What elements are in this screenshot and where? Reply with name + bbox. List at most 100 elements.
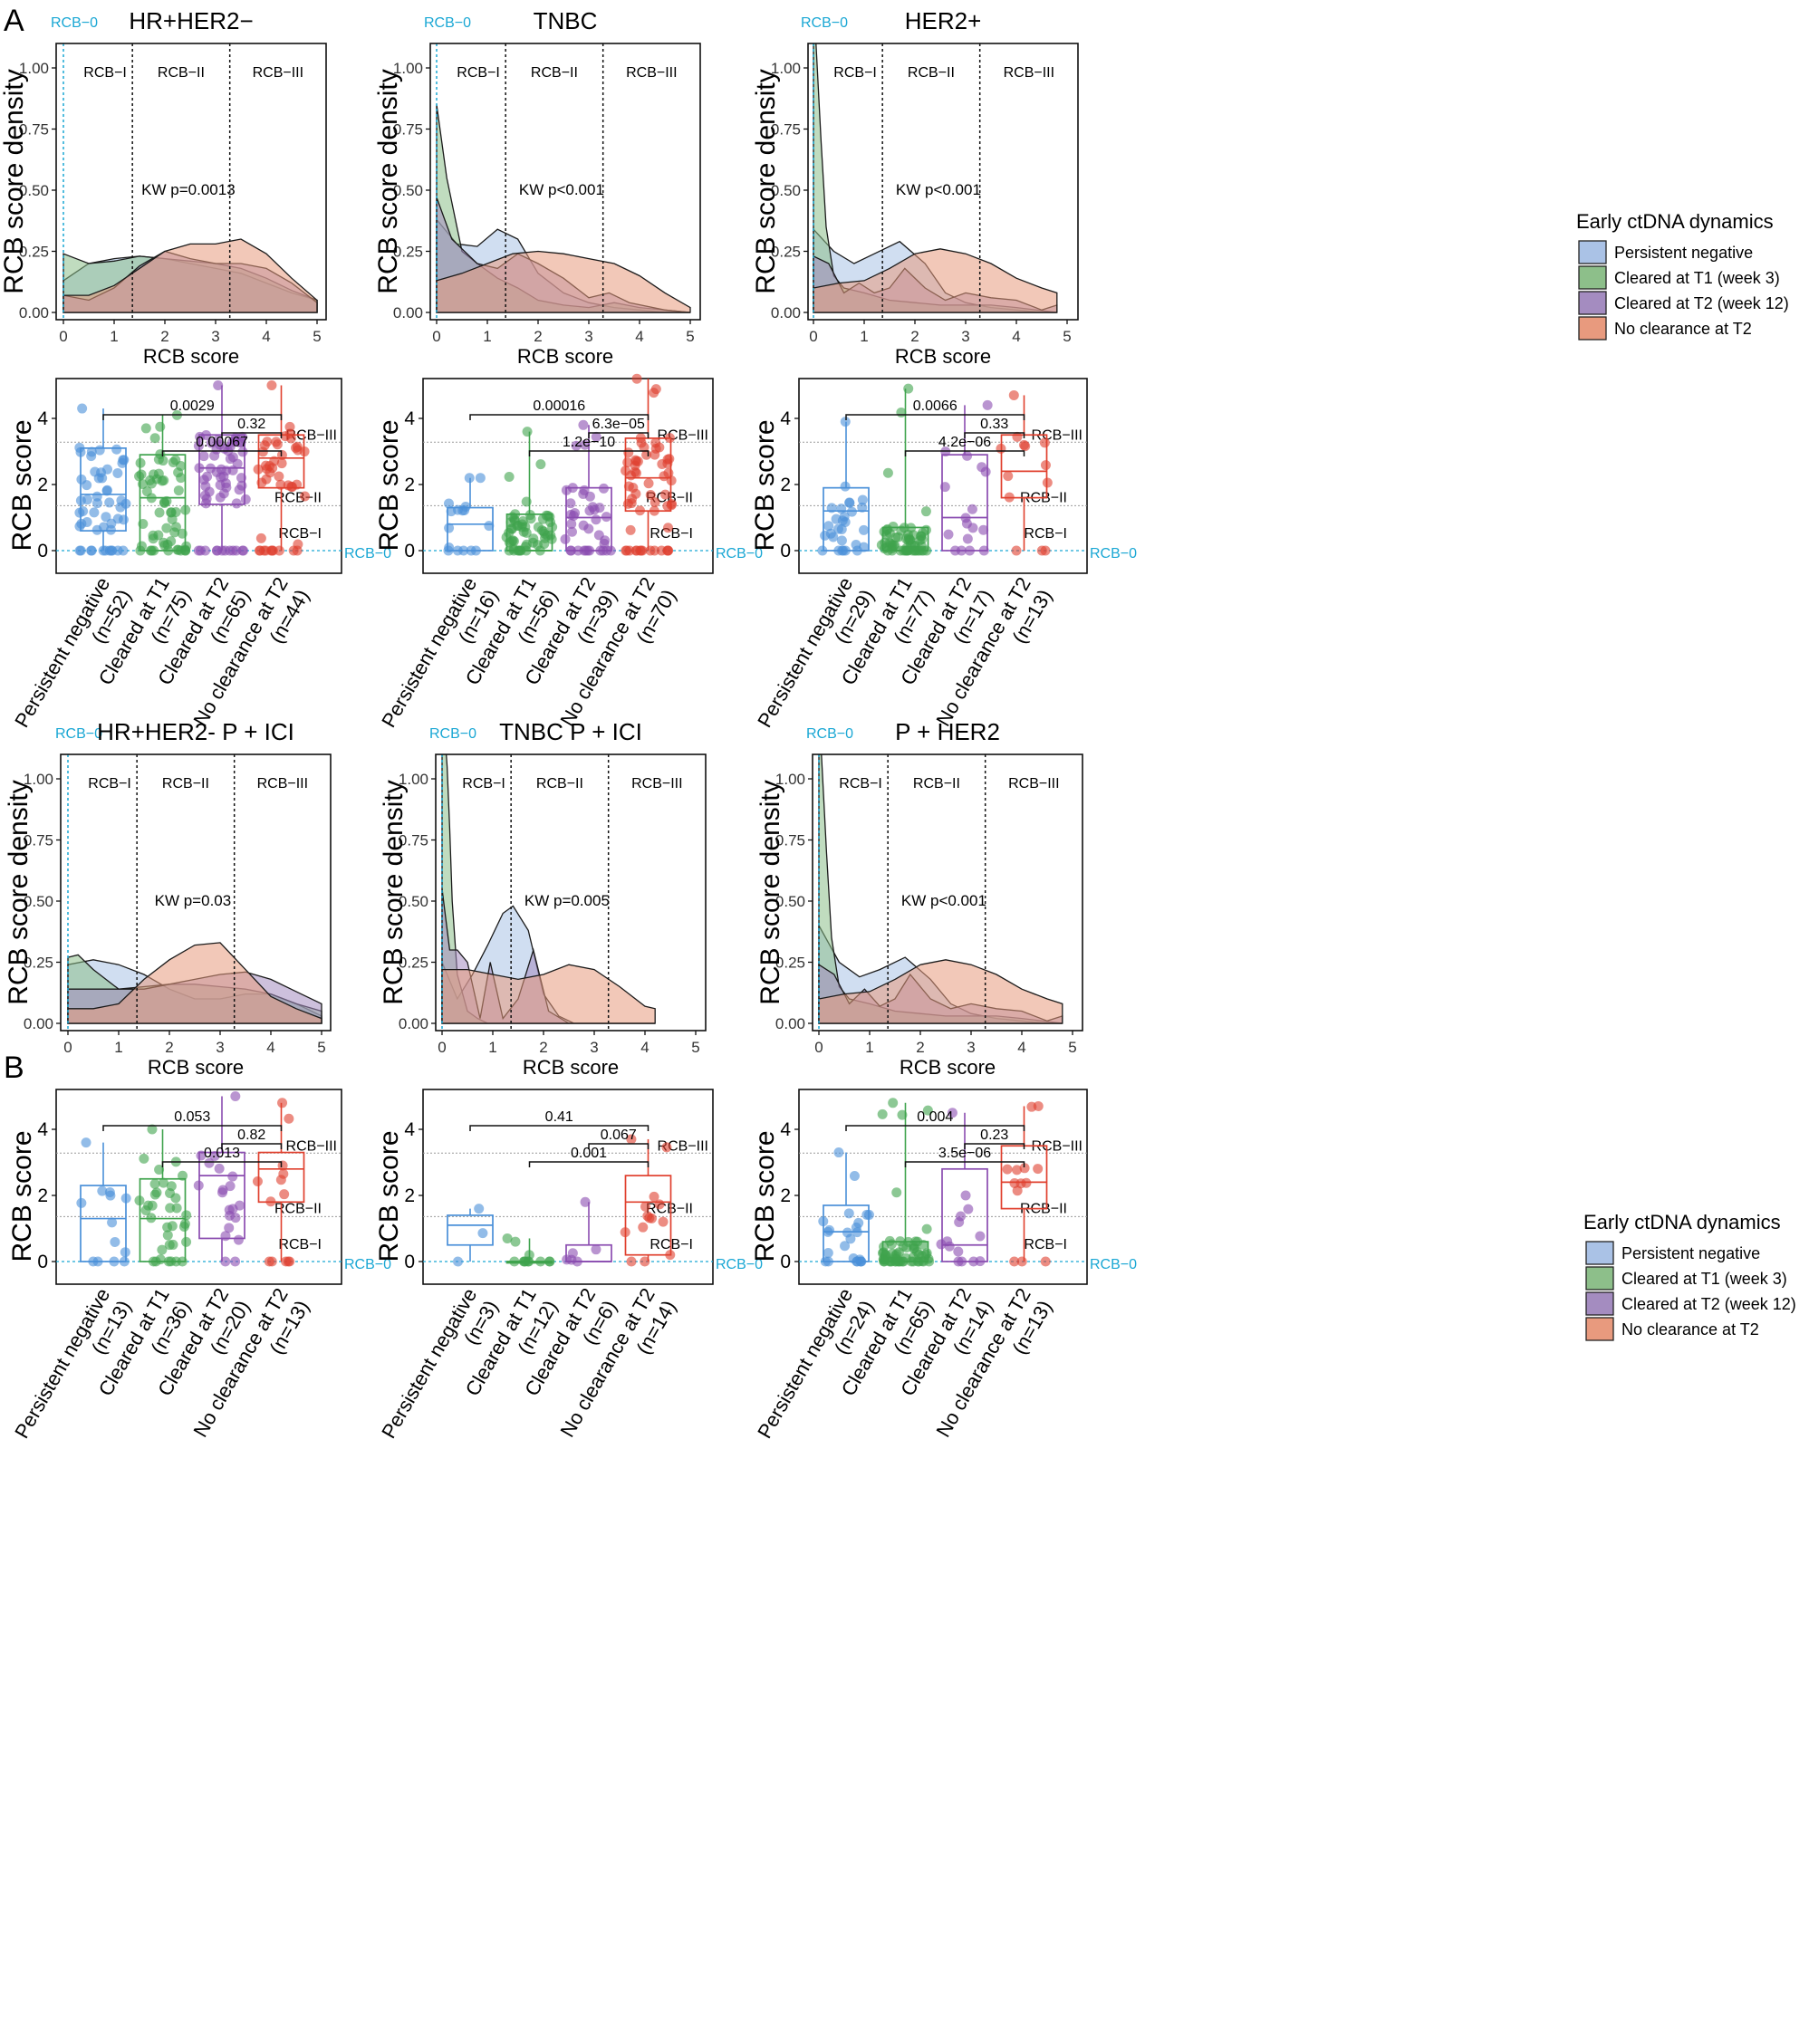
data-point-noclear xyxy=(1009,1177,1020,1188)
y-tick-label: 0.00 xyxy=(399,1015,428,1032)
legend-b-item-noclear: No clearance at T2 xyxy=(1621,1320,1759,1339)
chart-title: HR+HER2− xyxy=(129,7,253,34)
data-point-t2 xyxy=(214,1163,225,1174)
data-point-t2 xyxy=(936,1239,947,1250)
threshold-label-rcb0: RCB−0 xyxy=(344,546,391,561)
box-persistent xyxy=(823,1204,870,1262)
box-t2 xyxy=(941,1167,988,1262)
legend-b-item-t1: Cleared at T1 (week 3) xyxy=(1621,1270,1787,1288)
box-chart-A-HER2-box: RCB−IIIRCB−IIRCB−IRCB−00.00660.334.2e−06… xyxy=(750,378,1137,732)
data-point-noclear xyxy=(1002,1164,1013,1175)
data-point-t1 xyxy=(506,523,517,534)
data-point-t1 xyxy=(146,478,157,489)
data-point-persistent xyxy=(484,521,495,532)
legend-a-item-t1: Cleared at T1 (week 3) xyxy=(1614,269,1780,287)
data-point-persistent xyxy=(117,457,128,468)
data-point-persistent xyxy=(453,1256,464,1267)
comparison-p-value: 4.2e−06 xyxy=(938,435,991,450)
data-point-t1 xyxy=(502,1233,513,1243)
threshold-label-rcb1: RCB−I xyxy=(278,1237,322,1252)
comparison-bracket xyxy=(528,1161,650,1167)
data-point-t2 xyxy=(583,523,594,534)
data-point-t2 xyxy=(217,1187,227,1198)
panel-label-b: B xyxy=(4,1051,24,1085)
x-tick-label: 3 xyxy=(590,1039,598,1056)
comparison-bracket xyxy=(845,414,1025,420)
data-point-t1 xyxy=(181,1210,192,1221)
data-point-persistent xyxy=(817,545,828,556)
region-label-rcb1: RCB−I xyxy=(839,776,882,792)
y-tick-label: 0.25 xyxy=(399,955,428,972)
region-label-rcb1: RCB−I xyxy=(88,776,131,792)
data-point-persistent xyxy=(116,495,127,506)
x-tick-label: 1 xyxy=(114,1039,122,1056)
data-point-t2 xyxy=(200,545,211,556)
data-point-persistent xyxy=(844,497,855,508)
y-tick-label: 4 xyxy=(780,1119,791,1140)
data-point-noclear xyxy=(267,463,278,474)
data-point-t1 xyxy=(149,1178,160,1189)
data-point-persistent xyxy=(474,1204,485,1214)
data-point-t2 xyxy=(947,1108,957,1118)
data-point-persistent xyxy=(444,523,455,533)
data-point-t2 xyxy=(960,1190,971,1201)
data-point-t1 xyxy=(888,540,899,551)
comparison-p-value: 0.001 xyxy=(571,1146,607,1161)
data-point-t1 xyxy=(520,542,531,552)
y-tick-label: 0.25 xyxy=(24,955,53,972)
comparison-p-value: 0.00067 xyxy=(196,435,248,450)
data-point-t2 xyxy=(215,492,226,503)
density-area-noclear xyxy=(67,942,322,1024)
panel-label-a: A xyxy=(4,4,24,38)
data-point-t1 xyxy=(181,1236,192,1247)
data-point-t1 xyxy=(914,535,925,546)
plot-frame xyxy=(422,1089,714,1285)
y-axis-label: RCB score density xyxy=(379,780,409,1004)
data-point-t2 xyxy=(227,465,238,475)
data-point-t1 xyxy=(890,1251,900,1262)
data-point-t2 xyxy=(231,498,242,509)
x-tick-label: 5 xyxy=(317,1039,325,1056)
plot-frame xyxy=(435,753,707,1032)
y-tick-label: 0.75 xyxy=(393,121,423,139)
x-tick-label: 2 xyxy=(539,1039,547,1056)
data-point-t1 xyxy=(165,1187,176,1198)
data-point-t1 xyxy=(154,507,165,518)
region-label-rcb2: RCB−II xyxy=(162,776,209,792)
data-point-noclear xyxy=(650,497,660,508)
x-axis-label: RCB score xyxy=(895,345,991,368)
comparison-bracket xyxy=(964,432,1025,438)
data-point-noclear xyxy=(277,1098,288,1108)
x-tick-label: 1 xyxy=(483,328,491,345)
x-tick-label: 2 xyxy=(910,328,919,345)
data-point-t2 xyxy=(225,1181,236,1192)
plot-frame xyxy=(55,43,327,321)
data-point-noclear xyxy=(641,449,652,460)
plot-area xyxy=(441,754,656,1024)
comparison-bracket xyxy=(102,414,283,420)
data-point-persistent xyxy=(86,545,97,556)
data-point-noclear xyxy=(630,460,640,471)
comparison-bracket xyxy=(102,1125,283,1131)
comparison-bracket xyxy=(221,1143,283,1149)
box-persistent xyxy=(80,447,127,532)
comparison-p-value: 0.41 xyxy=(545,1109,573,1125)
data-point-noclear xyxy=(271,437,282,447)
data-point-t2 xyxy=(200,498,211,509)
data-point-t1 xyxy=(166,507,177,518)
y-tick-label: 0 xyxy=(404,1252,415,1272)
threshold-label-rcb0: RCB−0 xyxy=(1090,546,1137,561)
data-point-persistent xyxy=(86,451,97,462)
legend-a: Early ctDNA dynamics Persistent negative… xyxy=(1576,210,1789,341)
region-label-rcb1: RCB−I xyxy=(457,65,500,81)
data-point-t2 xyxy=(580,439,591,450)
data-point-persistent xyxy=(110,1236,120,1247)
data-point-t2 xyxy=(200,481,211,492)
comparison-bracket xyxy=(161,1161,283,1167)
data-point-noclear xyxy=(623,481,634,492)
comparison-p-value: 0.0066 xyxy=(913,398,957,414)
plot-area xyxy=(63,238,318,313)
x-tick-label: 3 xyxy=(211,328,219,345)
data-point-noclear xyxy=(626,1134,637,1145)
kw-annotation: KW p<0.001 xyxy=(896,181,981,198)
